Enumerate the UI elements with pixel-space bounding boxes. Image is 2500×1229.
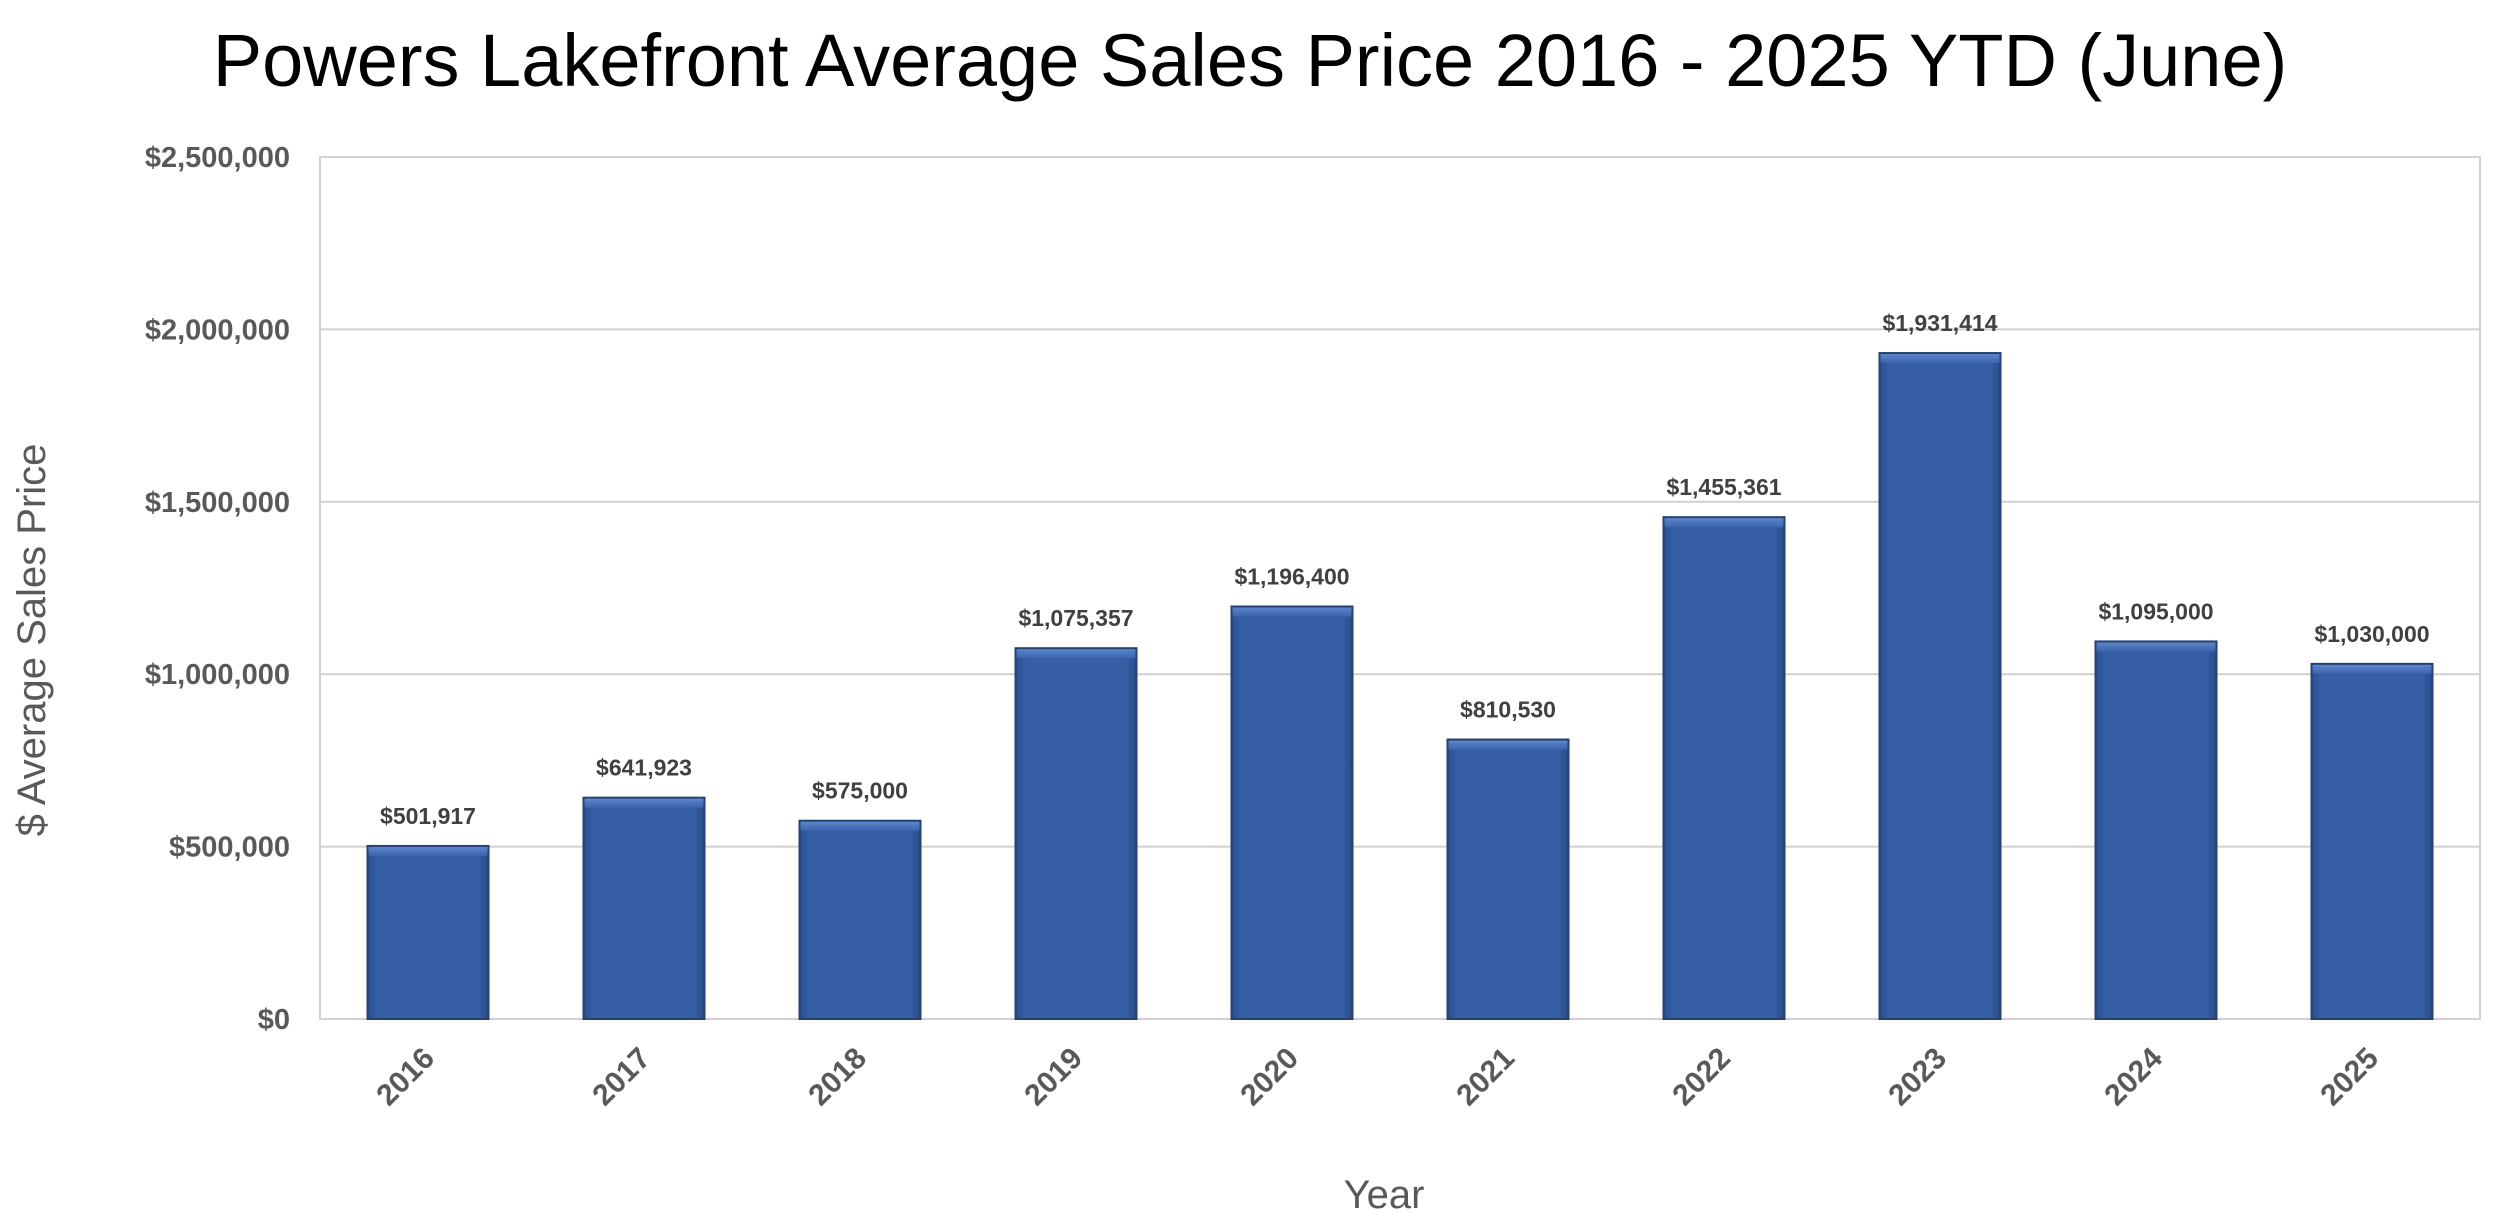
bar-body [2094,640,2218,1020]
y-tick-label: $2,500,000 [145,142,290,174]
bar-bevel [1016,649,1136,659]
bar [1446,738,1570,1020]
x-tick-label: 2019 [1018,1042,1089,1113]
x-tick-label: 2023 [1882,1042,1953,1113]
x-tick-label: 2021 [1450,1042,1521,1113]
data-label: $1,931,414 [1882,310,1997,336]
bar-body [1014,647,1138,1020]
bar [366,844,490,1020]
x-tick-label: 2020 [1234,1042,1305,1113]
bar-bevel [1232,607,1352,617]
bar [1878,352,2002,1020]
bar-body [582,796,706,1021]
bar-body [798,819,922,1020]
bar-bevel [800,821,920,831]
bar [1662,516,1786,1020]
bar [2310,662,2434,1021]
data-label: $1,030,000 [2314,621,2429,647]
x-tick-label: 2016 [370,1042,441,1113]
data-label: $1,455,361 [1666,474,1781,500]
bar-body [1230,605,1354,1020]
y-tick-label: $2,000,000 [145,314,290,346]
bar-bevel [584,798,704,808]
x-tick-label: 2022 [1666,1042,1737,1113]
data-label: $1,196,400 [1234,563,1349,589]
x-tick-label: 2017 [586,1042,657,1113]
bar [2094,640,2218,1020]
x-axis-title: Year [1344,1173,1425,1217]
y-tick-label: $500,000 [169,832,290,864]
data-label: $1,075,357 [1018,605,1133,631]
bar [798,819,922,1020]
y-axis-title: $ Average Sales Price [10,444,54,837]
y-tick-label: $1,500,000 [145,487,290,519]
bar-bevel [2096,642,2216,652]
data-label: $641,923 [596,755,692,781]
x-tick-label: 2024 [2098,1041,2169,1112]
bar [1230,605,1354,1020]
data-label: $810,530 [1460,697,1556,723]
x-tick-label: 2025 [2314,1042,2385,1113]
chart-title: Powers Lakefront Average Sales Price 201… [212,19,2288,102]
bar-bevel [1664,518,1784,528]
bar [1014,647,1138,1020]
bar [582,796,706,1021]
data-label: $501,917 [380,803,476,829]
x-tick-label: 2018 [802,1042,873,1113]
data-label: $575,000 [812,778,908,804]
bar-bevel [368,846,488,856]
bar-bevel [1880,354,2000,364]
bar-bevel [1448,740,1568,750]
y-tick-label: $1,000,000 [145,659,290,691]
bar-body [2310,662,2434,1021]
bar-body [1446,738,1570,1020]
bar-bevel [2312,664,2432,674]
bar-body [1878,352,2002,1020]
y-tick-label: $0 [258,1004,290,1036]
bar-body [366,844,490,1020]
bar-body [1662,516,1786,1020]
data-label: $1,095,000 [2098,598,2213,624]
